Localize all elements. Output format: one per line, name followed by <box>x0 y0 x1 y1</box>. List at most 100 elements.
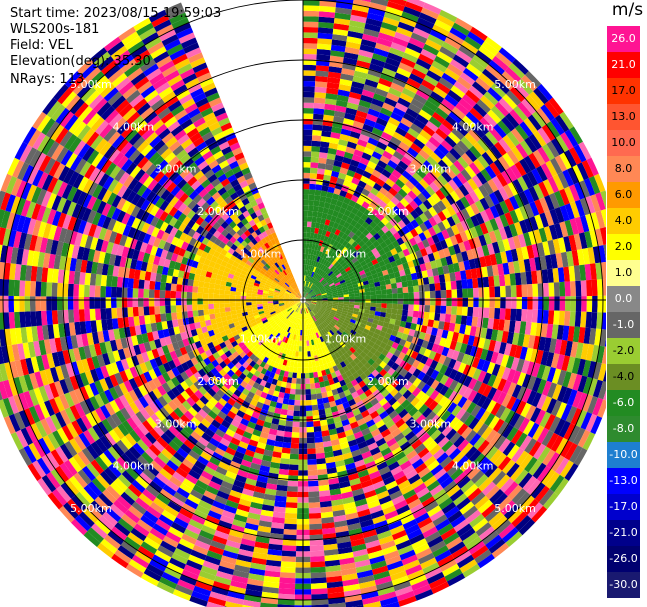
velocity-bin <box>537 283 544 297</box>
velocity-bin <box>461 94 477 108</box>
velocity-bin <box>292 416 300 422</box>
velocity-bin <box>304 340 307 347</box>
velocity-bin <box>362 316 369 322</box>
velocity-bin <box>351 81 365 90</box>
velocity-bin <box>294 399 301 406</box>
velocity-bin <box>372 53 388 63</box>
velocity-bin <box>319 195 327 203</box>
velocity-bin <box>494 308 501 320</box>
velocity-bin <box>461 306 468 316</box>
velocity-bin <box>303 10 320 17</box>
velocity-bin <box>370 269 377 276</box>
velocity-bin <box>404 1 423 13</box>
velocity-bin <box>547 268 554 283</box>
velocity-bin <box>473 287 479 298</box>
velocity-bin <box>309 290 314 295</box>
velocity-bin <box>384 164 395 174</box>
velocity-bin <box>482 317 489 329</box>
velocity-bin <box>407 260 415 269</box>
velocity-bin <box>362 123 374 133</box>
velocity-bin <box>355 210 364 218</box>
velocity-bin <box>580 311 587 328</box>
velocity-bin <box>467 178 479 191</box>
velocity-bin <box>372 240 380 248</box>
velocity-bin <box>327 301 333 303</box>
velocity-bin <box>538 181 550 198</box>
velocity-bin <box>403 151 416 162</box>
velocity-bin <box>406 42 423 54</box>
velocity-bin <box>320 136 331 143</box>
velocity-bin <box>590 212 600 230</box>
velocity-bin <box>451 289 458 298</box>
velocity-bin <box>332 297 339 300</box>
velocity-bin <box>489 218 499 231</box>
velocity-bin <box>355 185 364 194</box>
velocity-bin <box>311 277 315 284</box>
velocity-bin <box>422 43 440 56</box>
velocity-bin <box>73 296 79 310</box>
velocity-bin <box>307 448 316 455</box>
velocity-bin <box>394 102 409 113</box>
velocity-bin <box>305 389 311 395</box>
velocity-bin <box>466 278 473 289</box>
velocity-bin <box>288 464 299 471</box>
velocity-bin <box>562 371 572 388</box>
velocity-bin <box>450 224 460 236</box>
velocity-bin <box>441 41 459 55</box>
velocity-bin <box>437 211 447 222</box>
velocity-bin <box>408 73 424 85</box>
velocity-bin <box>310 383 316 390</box>
velocity-bin <box>389 218 398 227</box>
velocity-bin <box>484 194 495 208</box>
velocity-bin <box>463 181 474 194</box>
velocity-bin <box>327 147 337 155</box>
velocity-bin <box>514 320 521 334</box>
velocity-bin <box>369 174 379 183</box>
velocity-bin <box>573 144 587 163</box>
velocity-bin <box>528 152 541 169</box>
velocity-bin <box>319 414 327 421</box>
velocity-bin <box>499 285 506 298</box>
velocity-bin <box>514 221 524 236</box>
velocity-bin <box>318 228 324 235</box>
velocity-bin <box>540 350 549 366</box>
velocity-bin <box>513 193 525 208</box>
velocity-bin <box>316 303 322 306</box>
velocity-bin <box>487 178 499 193</box>
velocity-bin <box>312 415 320 422</box>
velocity-bin <box>311 300 317 303</box>
velocity-bin <box>376 82 391 93</box>
velocity-bin <box>425 185 436 197</box>
velocity-bin <box>192 310 199 317</box>
velocity-bin <box>314 288 320 293</box>
velocity-bin <box>597 363 606 382</box>
velocity-bin <box>585 344 595 361</box>
velocity-bin <box>308 496 320 503</box>
velocity-bin <box>595 210 606 229</box>
velocity-bin <box>307 442 316 449</box>
velocity-bin <box>424 305 431 313</box>
velocity-bin <box>564 149 577 168</box>
velocity-bin <box>376 236 385 245</box>
velocity-bin <box>181 298 187 306</box>
velocity-bin <box>352 313 358 318</box>
velocity-bin <box>523 117 538 134</box>
velocity-bin <box>411 157 423 169</box>
velocity-bin <box>396 309 403 316</box>
velocity-bin <box>303 183 310 190</box>
velocity-bin <box>401 136 414 148</box>
velocity-bin <box>304 275 306 281</box>
velocity-bin <box>376 191 386 201</box>
velocity-bin <box>387 159 398 170</box>
velocity-bin <box>329 203 336 211</box>
velocity-bin <box>368 265 376 272</box>
velocity-bin <box>318 408 326 416</box>
velocity-bin <box>453 323 461 333</box>
velocity-bin <box>509 344 518 358</box>
velocity-bin <box>306 437 315 444</box>
velocity-bin <box>331 259 338 266</box>
velocity-bin <box>341 202 349 210</box>
velocity-bin <box>350 247 358 255</box>
velocity-bin <box>310 156 319 163</box>
velocity-bin <box>176 311 183 320</box>
